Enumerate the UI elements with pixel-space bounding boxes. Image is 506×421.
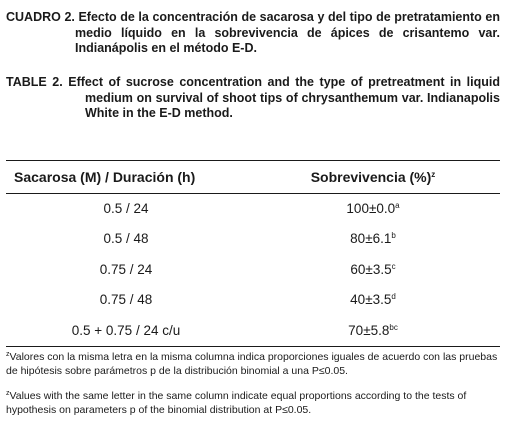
cell-survival-letter: bc	[389, 322, 398, 332]
table-row: 0.75 / 48 40±3.5d	[6, 285, 500, 316]
footnote-english-sup: z	[6, 390, 10, 397]
cell-survival-value: 40±3.5	[350, 292, 392, 308]
header-survival-label: Sobrevivencia (%)	[310, 169, 432, 185]
caption-english: TABLE 2. Effect of sucrose concentration…	[6, 75, 500, 122]
caption-spanish-label: CUADRO 2.	[6, 10, 75, 24]
cell-survival: 70±5.8bc	[246, 315, 500, 346]
cell-treatment: 0.75 / 24	[99, 261, 153, 277]
cell-survival: 80±6.1b	[246, 224, 500, 255]
caption-spanish: CUADRO 2. Efecto de la concentración de …	[6, 10, 500, 57]
footnote-english-text: Values with the same letter in the same …	[6, 390, 467, 416]
table-header-row: Sacarosa (M) / Duración (h) Sobrevivenci…	[6, 161, 500, 193]
caption-english-text: Effect of sucrose concentration and the …	[68, 75, 500, 120]
cell-treatment: 0.5 / 24	[103, 200, 149, 216]
header-survival-sup: z	[431, 170, 436, 179]
table-row: 0.5 / 48 80±6.1b	[6, 224, 500, 255]
table-row: 0.5 + 0.75 / 24 c/u 70±5.8bc	[6, 315, 500, 346]
results-table: Sacarosa (M) / Duración (h) Sobrevivenci…	[6, 161, 500, 346]
footnote-english: zValues with the same letter in the same…	[6, 389, 500, 417]
cell-survival-value: 60±3.5	[350, 261, 392, 277]
cell-survival-value: 100±0.0	[346, 200, 396, 216]
cell-survival-letter: b	[391, 231, 396, 241]
cell-survival-value: 70±5.8	[348, 322, 390, 338]
header-treatment: Sacarosa (M) / Duración (h)	[14, 169, 196, 185]
cell-survival-value: 80±6.1	[350, 231, 392, 247]
table-bottom-rule	[6, 346, 500, 347]
caption-spanish-text: Efecto de la concentración de sacarosa y…	[75, 10, 500, 55]
table-header-rule	[6, 193, 500, 194]
cell-survival: 40±3.5d	[246, 285, 500, 316]
cell-treatment: 0.75 / 48	[99, 292, 153, 308]
cell-treatment: 0.5 / 48	[103, 231, 149, 247]
table-row: 0.75 / 24 60±3.5c	[6, 254, 500, 285]
cell-survival-letter: d	[391, 292, 396, 302]
footnote-spanish-text: Valores con la misma letra en la misma c…	[6, 351, 498, 377]
cell-survival-letter: a	[395, 200, 400, 210]
cell-survival: 60±3.5c	[246, 254, 500, 285]
table-top-rule	[6, 160, 500, 161]
cell-survival: 100±0.0a	[246, 193, 500, 224]
footnote-spanish-sup: z	[6, 351, 10, 358]
cell-treatment: 0.5 + 0.75 / 24 c/u	[71, 322, 181, 338]
caption-english-label: TABLE 2.	[6, 75, 63, 89]
table-row: 0.5 / 24 100±0.0a	[6, 193, 500, 224]
cell-survival-letter: c	[391, 261, 396, 271]
footnote-spanish: zValores con la misma letra en la misma …	[6, 350, 500, 378]
header-survival: Sobrevivencia (%)z	[246, 161, 500, 193]
